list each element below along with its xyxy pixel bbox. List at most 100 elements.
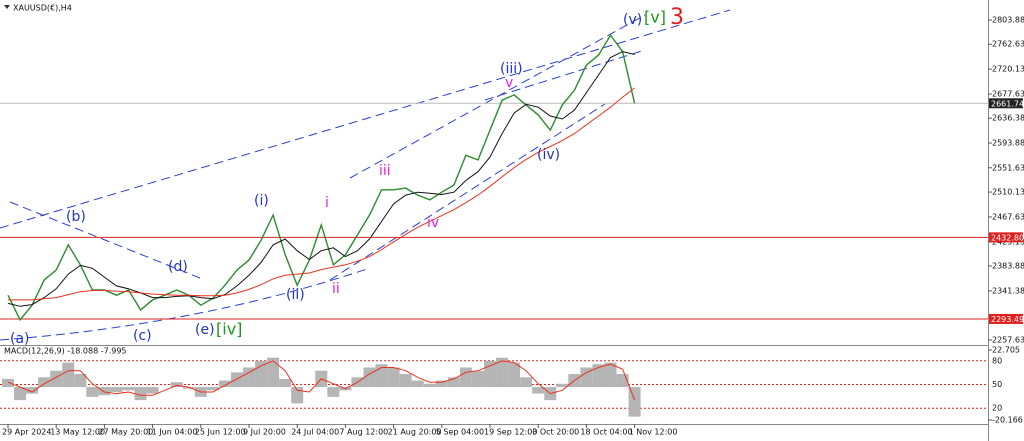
y-tick-label: 2510.13 xyxy=(992,188,1024,197)
wave-label: i xyxy=(325,195,329,211)
level-label: 80 xyxy=(992,356,1002,365)
macd-bar xyxy=(435,380,448,388)
y-tick-label: 2257.63 xyxy=(992,335,1024,344)
level-label: 2432.80 xyxy=(991,233,1024,242)
macd-bar xyxy=(496,357,509,388)
macd-bar xyxy=(604,362,617,388)
trend-line xyxy=(0,9,731,229)
macd-bar xyxy=(267,357,280,388)
macd-bar xyxy=(230,372,243,388)
macd-bar xyxy=(2,378,14,388)
macd-bar xyxy=(471,370,484,388)
y-tick-label: 2467.63 xyxy=(992,212,1024,221)
macd-bar xyxy=(279,378,292,388)
macd-bar xyxy=(628,387,641,417)
y-tick-label: -20.166 xyxy=(992,416,1023,425)
y-tick-label: 2762.63 xyxy=(992,40,1024,49)
y-tick-label: 2341.38 xyxy=(992,286,1024,295)
y-tick-label: 2593.88 xyxy=(992,139,1024,148)
level-label: 50 xyxy=(992,380,1002,389)
macd-bar xyxy=(532,387,545,394)
macd-bar xyxy=(62,362,75,388)
macd-bar xyxy=(26,387,39,394)
macd-bar xyxy=(387,367,400,388)
macd-bar xyxy=(74,374,87,388)
y-tick-label: 2720.13 xyxy=(992,65,1024,74)
x-tick-label: 21 Aug 20:00 xyxy=(388,428,442,437)
wave-label: ii xyxy=(332,281,340,297)
wave-label: (iii) xyxy=(500,61,523,77)
macd-bar xyxy=(375,364,388,388)
x-tick-label: 19 Sep 12:00 xyxy=(484,428,537,437)
macd-bar xyxy=(14,387,27,401)
macd-bar xyxy=(50,370,63,388)
macd-bar xyxy=(206,387,219,391)
series-line xyxy=(7,51,635,307)
macd-bar xyxy=(327,387,340,397)
y-tick-label: 2677.63 xyxy=(992,89,1024,98)
x-tick-label: 24 Jul 04:00 xyxy=(291,428,339,437)
wave-label: (ii) xyxy=(286,287,305,303)
wave-label: iii xyxy=(379,163,391,179)
x-tick-label: 11 Jun 04:00 xyxy=(147,428,198,437)
macd-bar xyxy=(243,367,255,388)
y-tick-label: 2551.63 xyxy=(992,163,1024,172)
level-label: 2293.49 xyxy=(991,315,1024,324)
x-tick-label: 25 Jun 12:00 xyxy=(195,428,246,437)
wave-label: [v] xyxy=(644,8,666,27)
x-tick-label: 5 Sep 04:00 xyxy=(436,428,484,437)
trend-line xyxy=(0,267,371,341)
macd-bar xyxy=(592,364,605,388)
macd-bar xyxy=(146,387,159,394)
x-tick-label: 9 Jul 20:00 xyxy=(243,428,286,437)
wave-label: iv xyxy=(427,215,439,231)
macd-bar xyxy=(399,374,412,388)
macd-bar xyxy=(423,383,436,388)
macd-bar xyxy=(170,382,183,388)
wave-label: (d) xyxy=(168,259,188,275)
wave-label: (e) xyxy=(195,322,215,338)
trend-lines xyxy=(0,9,731,341)
chart-title: XAUUSD(€),H4 xyxy=(13,4,72,13)
wave-label: 3 xyxy=(670,5,684,30)
wave-label: v xyxy=(505,75,513,91)
wave-label: [iv] xyxy=(216,320,242,339)
macd-bar xyxy=(580,367,593,388)
trend-line xyxy=(329,103,606,281)
macd-bar xyxy=(86,387,99,397)
level-tag xyxy=(989,313,1023,324)
wave-label: (c) xyxy=(133,328,152,344)
signal-line xyxy=(7,360,636,401)
wave-label: (iv) xyxy=(537,147,560,163)
macd-bar xyxy=(98,387,111,396)
x-tick-label: 13 May 12:00 xyxy=(50,428,105,437)
macd-bar xyxy=(556,383,569,388)
y-tick-label: 22.705 xyxy=(992,346,1020,355)
wave-label: (b) xyxy=(66,209,86,225)
macd-bar xyxy=(110,387,123,392)
x-tick-label: 1 Nov 12:00 xyxy=(629,428,678,437)
x-tick-label: 7 Aug 12:00 xyxy=(339,428,388,437)
level-tag xyxy=(989,98,1023,109)
y-tick-label: 2383.88 xyxy=(992,262,1024,271)
series-line xyxy=(8,87,635,301)
y-tick-label: 2636.38 xyxy=(992,114,1024,123)
series-line xyxy=(7,33,636,322)
level-label: 20 xyxy=(992,404,1002,413)
wave-label: (i) xyxy=(254,193,269,209)
wave-label: (a) xyxy=(10,331,30,347)
macd-bar xyxy=(255,360,268,388)
level-label: 2661.74 xyxy=(991,99,1024,108)
trend-line xyxy=(349,14,646,179)
x-tick-label: 29 Apr 2024 xyxy=(2,428,51,437)
x-tick-label: 3 Oct 20:00 xyxy=(532,428,579,437)
macd-bar xyxy=(484,360,496,388)
macd-bar xyxy=(520,377,533,388)
macd-bar xyxy=(447,377,460,388)
macd-bar xyxy=(38,377,51,388)
macd-bar xyxy=(411,380,424,388)
macd-bar xyxy=(508,362,521,388)
x-tick-label: 27 May 20:00 xyxy=(98,428,153,437)
level-tag xyxy=(989,232,1023,243)
